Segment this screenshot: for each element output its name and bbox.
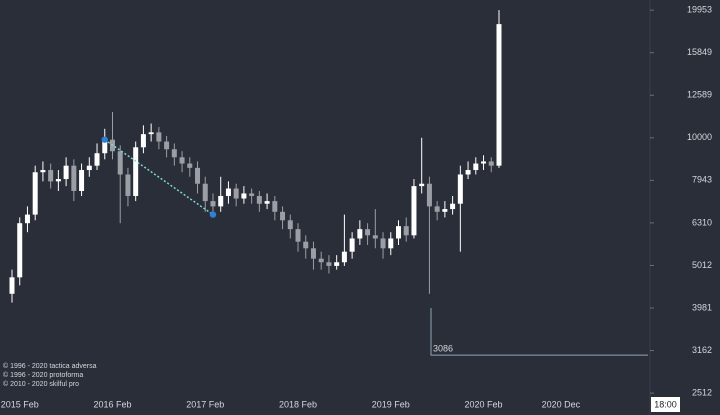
candle-body: [117, 151, 123, 175]
candle-body: [225, 188, 231, 196]
candle-body: [403, 226, 409, 236]
candle-body: [365, 229, 371, 236]
x-tick-label: 2018 Feb: [279, 399, 317, 409]
price-marker-line: [430, 308, 648, 356]
y-tick-label: 15849: [687, 47, 712, 57]
candle-body: [218, 195, 224, 207]
footnote: © 1996 - 2020 tactica adversa: [3, 362, 97, 370]
y-tick-label: 7943: [692, 175, 712, 185]
candle-body: [303, 241, 309, 249]
footnote: © 1996 - 2020 protoforma: [3, 371, 83, 379]
y-tick-label: 10000: [687, 132, 712, 142]
candle-body: [24, 214, 30, 224]
candle-body: [326, 262, 332, 266]
y-tick-label: 5012: [692, 260, 712, 270]
candle-body: [202, 183, 208, 202]
candle-body: [488, 161, 494, 166]
candle-body: [241, 193, 247, 199]
candle-body: [465, 170, 471, 175]
clock: 18:00: [654, 399, 677, 409]
candle-body: [40, 170, 46, 173]
footnote: © 2010 - 2020 skilful pro: [3, 380, 79, 388]
candle-body: [426, 183, 432, 207]
candle-body: [32, 172, 38, 215]
candle-body: [233, 188, 239, 199]
candle-body: [17, 223, 23, 278]
candle-body: [372, 235, 378, 239]
candle-body: [133, 147, 139, 196]
candle-body: [171, 149, 177, 158]
candle-body: [388, 238, 394, 249]
candle-body: [156, 132, 162, 142]
y-tick-label: 12589: [687, 90, 712, 100]
x-tick-label: 2020 Feb: [465, 399, 503, 409]
price-marker-label: 3086: [433, 343, 453, 353]
candle-body: [264, 201, 270, 204]
candle-body: [450, 203, 456, 210]
y-tick-label: 2512: [692, 387, 712, 397]
candle-body: [357, 229, 363, 239]
candle-body: [334, 262, 340, 266]
candle-body: [256, 195, 262, 204]
candle-body: [86, 165, 92, 171]
candle-body: [125, 174, 131, 196]
candle-body: [442, 209, 448, 212]
candle-body: [48, 170, 54, 182]
candle-body: [295, 229, 301, 242]
candle-body: [63, 165, 69, 180]
candle-body: [287, 220, 293, 230]
clock-box: [651, 397, 680, 412]
candle-body: [341, 251, 347, 263]
y-tick-label: 6310: [692, 217, 712, 227]
candle-body: [179, 157, 185, 164]
candle-body: [140, 134, 146, 148]
x-tick-label: 2019 Feb: [372, 399, 410, 409]
candle-body: [457, 174, 463, 204]
candle-body: [187, 163, 193, 168]
candle-body: [380, 238, 386, 249]
trend-point: [101, 136, 108, 143]
candle-body: [55, 179, 61, 182]
candle-body: [349, 238, 355, 252]
candle-body: [79, 170, 85, 191]
x-tick-label: 2017 Feb: [186, 399, 224, 409]
x-tick-label: 2015 Feb: [1, 399, 39, 409]
candle-body: [318, 258, 324, 263]
candle-body: [210, 201, 216, 207]
candle-body: [419, 183, 425, 187]
y-tick-label: 19953: [687, 5, 712, 15]
candle-body: [496, 24, 502, 166]
candle-body: [71, 165, 77, 191]
candle-body: [411, 186, 417, 236]
trend-line: [104, 139, 214, 216]
candle-body: [94, 153, 100, 166]
candle-body: [272, 201, 278, 212]
candle-body: [280, 211, 286, 221]
candle-body: [310, 248, 316, 259]
x-tick-label: 2020 Dec: [542, 399, 581, 409]
candle-body: [434, 206, 440, 212]
candle-body: [473, 163, 479, 171]
candle-body: [195, 167, 201, 184]
candle-body: [148, 132, 154, 135]
y-tick-label: 3981: [692, 302, 712, 312]
candle-body: [9, 277, 15, 294]
x-tick-label: 2016 Feb: [93, 399, 131, 409]
candle-body: [164, 141, 170, 150]
trend-point: [209, 211, 217, 218]
candle-body: [249, 193, 255, 196]
y-tick-label: 3162: [692, 345, 712, 355]
candle-body: [396, 226, 401, 239]
candle-body: [102, 139, 108, 154]
candle-body: [481, 161, 487, 164]
